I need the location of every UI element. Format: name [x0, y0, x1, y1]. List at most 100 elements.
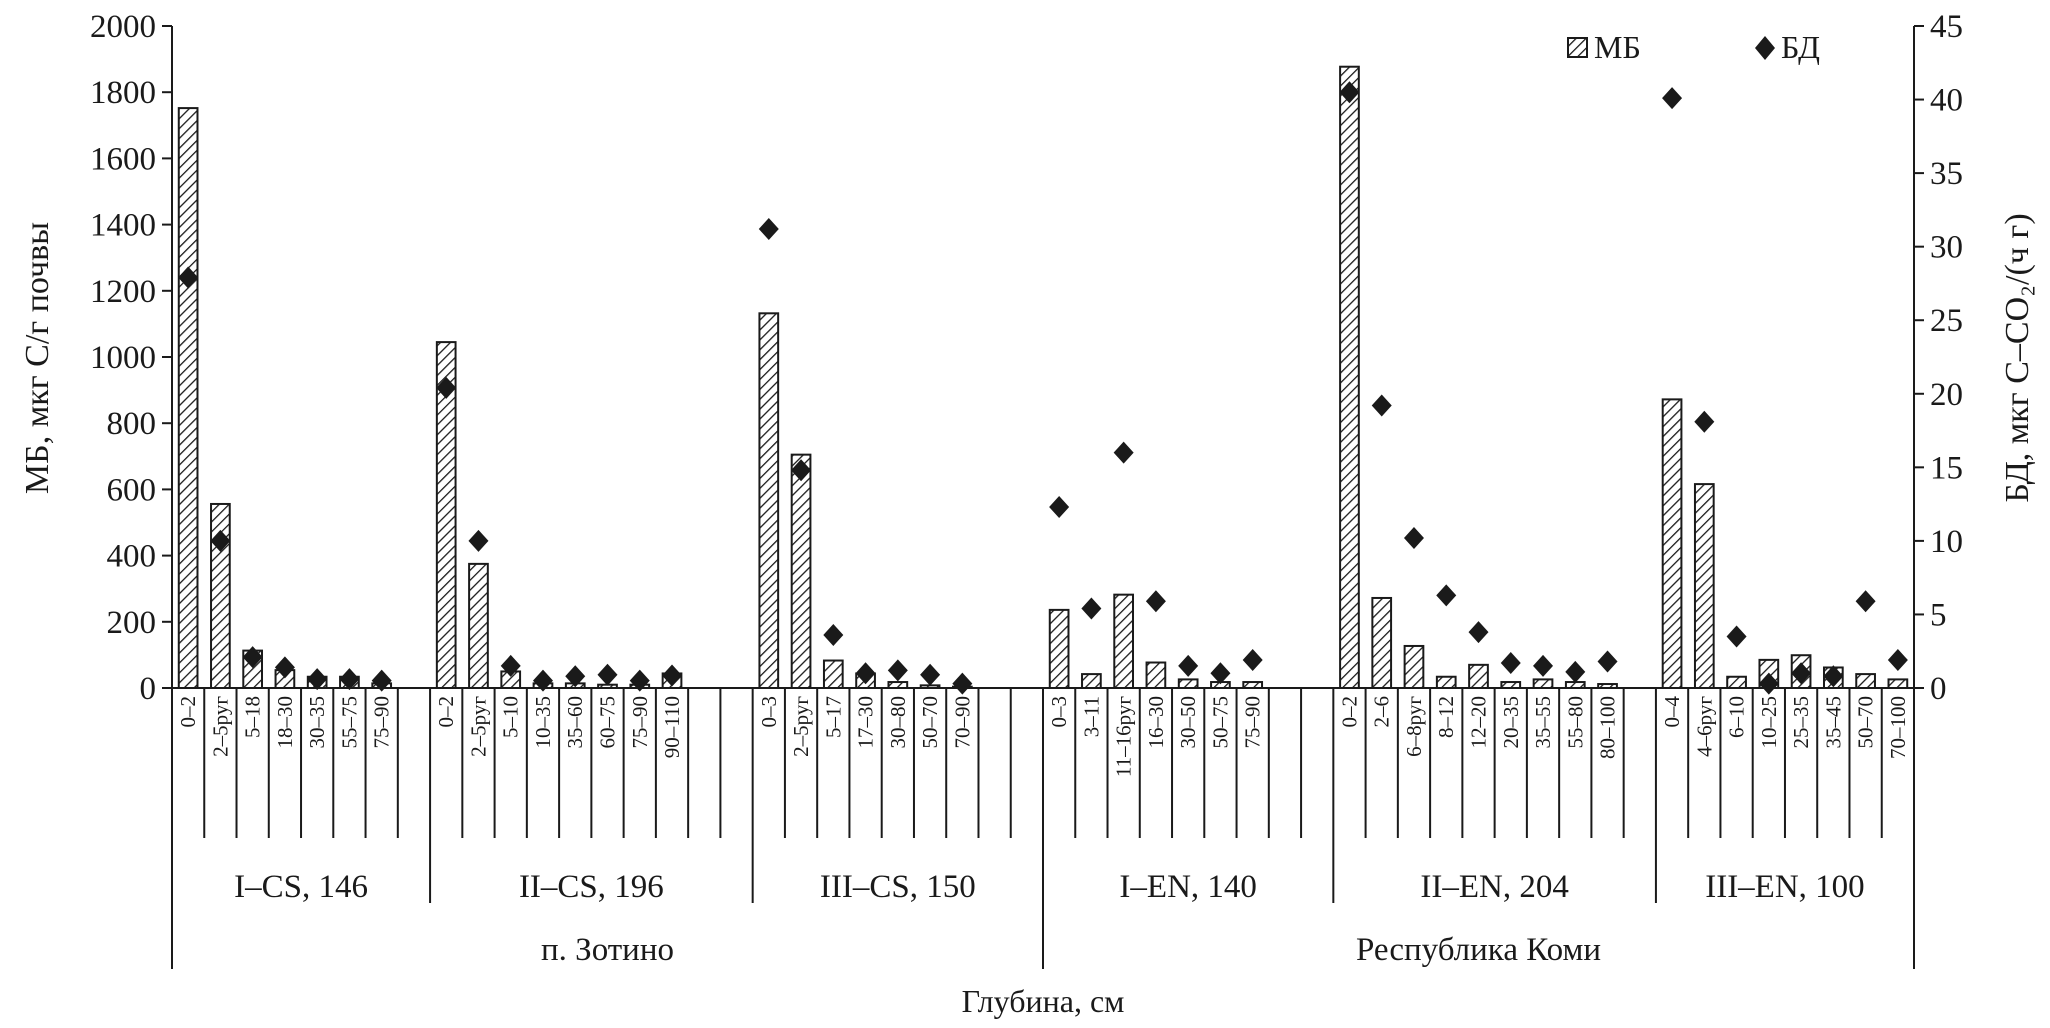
- mb-bar: [1726, 675, 1747, 689]
- group-label: III–EN, 100: [1705, 869, 1864, 905]
- bd-point: [1694, 410, 1715, 433]
- y-tick-label-right: 20: [1930, 377, 1963, 413]
- category-label: 35–45: [1821, 696, 1845, 749]
- bd-point: [1758, 672, 1779, 695]
- y-tick-label-left: 0: [140, 671, 157, 707]
- mb-bar: [1855, 673, 1876, 690]
- category-label: 2–5руг: [208, 696, 232, 757]
- bd-point: [274, 656, 295, 679]
- labels: 0 200 400 600 800 1000 1200 1400 1600 1800 2000 0 5 1…: [90, 9, 1963, 968]
- bd-point: [1113, 441, 1134, 464]
- category-label: 10–25: [1757, 696, 1781, 749]
- y-tick-label-left: 2000: [90, 9, 156, 45]
- bd-point: [823, 624, 844, 647]
- y-tick-label-left: 1000: [90, 340, 156, 376]
- bd-point: [1081, 597, 1102, 620]
- category-label: 17–30: [854, 696, 878, 749]
- bd-point: [1145, 590, 1166, 613]
- mb-bars: [177, 65, 1909, 690]
- bd-point: [1565, 660, 1586, 683]
- bd-point: [1403, 526, 1424, 549]
- category-label: 10–35: [531, 696, 555, 749]
- bd-point: [1242, 649, 1263, 672]
- bd-point: [1887, 649, 1908, 672]
- mb-bar: [1500, 681, 1522, 689]
- y-tick-label-left: 200: [107, 605, 157, 641]
- y-tick-label-right: 25: [1930, 303, 1963, 339]
- category-label: 6–8руг: [1402, 696, 1426, 757]
- category-label: 70–100: [1886, 696, 1910, 759]
- mb-bar: [1339, 65, 1360, 689]
- bd-point: [1500, 651, 1521, 674]
- mb-bar: [1661, 398, 1683, 689]
- mb-bar: [790, 453, 812, 689]
- category-label: 0–3: [757, 696, 781, 728]
- mb-bar: [1693, 483, 1715, 689]
- category-label: 55–80: [1563, 696, 1587, 749]
- y-tick-label-right: 40: [1930, 83, 1963, 119]
- bd-points: [178, 81, 1908, 695]
- legend-mb-label: МБ: [1594, 29, 1641, 65]
- y-tick-label-left: 400: [107, 539, 157, 575]
- bd-point: [1662, 87, 1683, 110]
- bd-point: [1371, 394, 1392, 417]
- category-label: 60–75: [596, 696, 620, 749]
- category-label: 35–60: [563, 696, 587, 749]
- bd-point: [662, 664, 683, 687]
- category-label: 0–2: [1337, 696, 1361, 728]
- bd-point: [1823, 665, 1844, 688]
- category-label: 55–75: [337, 696, 361, 749]
- category-label: 5–18: [241, 696, 265, 738]
- category-label: 5–10: [499, 696, 523, 738]
- y-tick-label-left: 800: [107, 406, 157, 442]
- bd-point: [887, 659, 908, 682]
- bd-point: [952, 672, 973, 695]
- y-tick-label-right: 5: [1930, 597, 1947, 633]
- bd-point: [1726, 625, 1747, 648]
- category-label: 0–3: [1047, 696, 1071, 728]
- bd-point: [597, 663, 618, 686]
- category-label: 8–12: [1434, 696, 1458, 738]
- axes: [162, 25, 1924, 969]
- legend-bd-label: БД: [1781, 29, 1820, 65]
- bd-point: [1210, 662, 1231, 685]
- bd-point: [855, 662, 876, 685]
- bd-point: [178, 266, 199, 289]
- bd-point: [468, 529, 489, 552]
- mb-bar: [822, 659, 844, 689]
- y-tick-label-right: 0: [1930, 671, 1947, 707]
- category-label: 3–11: [1079, 696, 1103, 737]
- category-label: 4–6руг: [1692, 696, 1716, 757]
- y-tick-label-right: 10: [1930, 524, 1963, 560]
- category-label: 2–5руг: [466, 696, 490, 757]
- category-label: 11–16руг: [1112, 696, 1136, 777]
- legend: МБ БД: [1567, 29, 1820, 65]
- category-label: 75–90: [1241, 696, 1265, 749]
- mb-bar: [1177, 678, 1199, 689]
- y-tick-label-left: 1400: [90, 208, 156, 244]
- category-label: 2–6: [1370, 696, 1394, 728]
- legend-mb-swatch: [1567, 37, 1588, 58]
- bd-point: [1468, 621, 1489, 644]
- category-label: 2–5руг: [789, 696, 813, 757]
- mb-bar: [1113, 593, 1135, 690]
- bd-point: [436, 376, 457, 399]
- mb-bar: [435, 341, 457, 689]
- bd-point: [791, 459, 812, 482]
- category-label: 0–2: [176, 696, 200, 728]
- legend-bd-diamond-icon: [1755, 36, 1775, 60]
- category-label: 0–4: [1660, 696, 1684, 728]
- category-label: 75–90: [370, 696, 394, 749]
- bd-point: [1597, 650, 1618, 673]
- bd-point: [1855, 590, 1876, 613]
- mb-bar: [1597, 683, 1618, 690]
- category-label: 50–75: [1208, 696, 1232, 749]
- category-label: 30–80: [886, 696, 910, 749]
- category-label: 20–35: [1499, 696, 1523, 749]
- y-tick-label-left: 600: [107, 472, 157, 508]
- group-label: III–CS, 150: [820, 869, 976, 905]
- mb-bar: [1532, 678, 1554, 689]
- group-label: I–EN, 140: [1119, 869, 1256, 905]
- bd-point: [339, 668, 360, 691]
